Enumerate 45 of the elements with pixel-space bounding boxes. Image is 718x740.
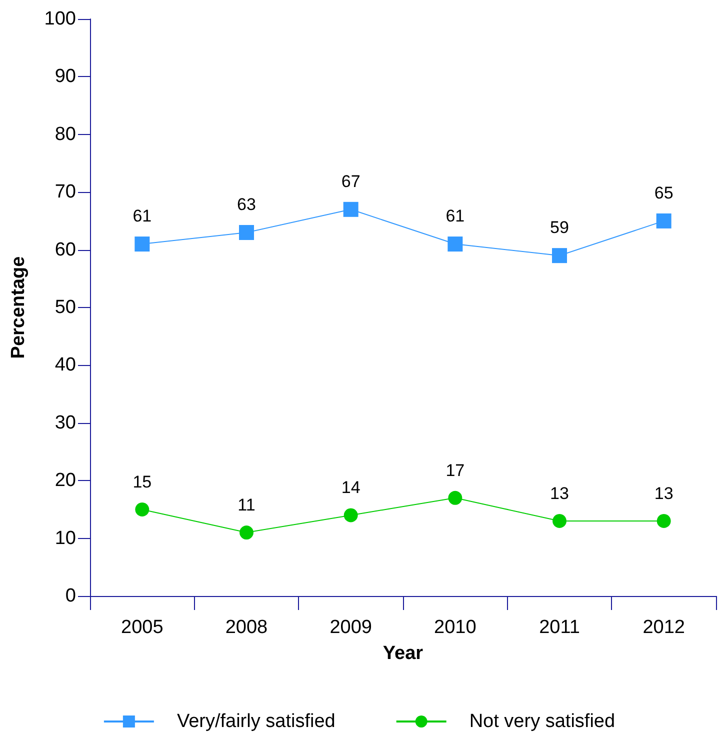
- data-label: 63: [237, 194, 256, 214]
- point: [552, 248, 567, 264]
- point: [344, 508, 358, 522]
- point: [448, 236, 463, 252]
- data-label: 67: [341, 172, 360, 191]
- legend-label: Very/fairly satisfied: [176, 711, 336, 732]
- data-label: 11: [238, 496, 256, 515]
- y-tick-label: 100: [44, 8, 76, 30]
- data-label: 14: [341, 478, 360, 498]
- y-axis-title: Percentage: [8, 256, 29, 359]
- point: [135, 502, 150, 516]
- data-label: 13: [550, 484, 569, 503]
- point: [343, 202, 358, 217]
- y-tick-label: 60: [54, 239, 76, 260]
- data-label: 61: [446, 206, 465, 226]
- point: [552, 514, 566, 528]
- y-tick-label: 70: [54, 182, 76, 203]
- data-label: 61: [132, 206, 152, 226]
- data-label: 15: [132, 472, 152, 492]
- y-tick-label: 0: [65, 586, 76, 606]
- y-tick-label: 90: [54, 66, 76, 88]
- x-tick-label: 2005: [121, 617, 164, 638]
- x-axis-title: Year: [382, 643, 424, 664]
- data-label: 13: [654, 484, 674, 503]
- y-tick-label: 80: [54, 124, 76, 145]
- y-tick-label: 50: [54, 297, 76, 318]
- point: [240, 526, 254, 540]
- y-tick-label: 10: [54, 528, 76, 549]
- x-tick-label: 2008: [225, 617, 268, 638]
- point: [134, 236, 150, 252]
- point: [448, 490, 462, 505]
- data-label: 17: [446, 460, 465, 480]
- data-label: 65: [654, 183, 674, 202]
- x-tick-label: 2009: [330, 617, 372, 638]
- legend-label: Not very satisfied: [469, 711, 616, 732]
- x-tick-label: 2011: [539, 617, 580, 638]
- x-tick-label: 2012: [642, 617, 685, 638]
- y-tick-label: 30: [54, 412, 76, 434]
- point: [656, 213, 672, 228]
- y-tick-label: 40: [54, 354, 76, 376]
- x-tick-label: 2010: [434, 617, 476, 638]
- y-tick-label: 20: [54, 470, 76, 492]
- data-label: 59: [550, 218, 569, 238]
- point: [656, 514, 671, 528]
- point: [239, 224, 254, 240]
